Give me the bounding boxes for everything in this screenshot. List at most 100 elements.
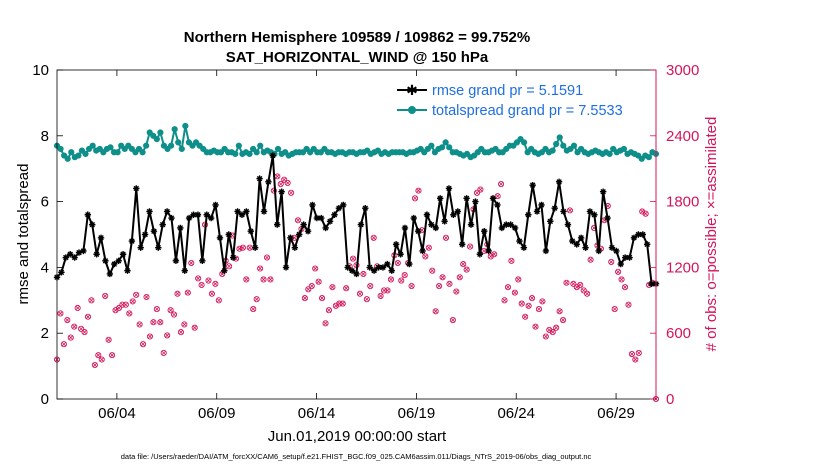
obs-possible-point [411, 195, 419, 202]
obs-assimilated-point [220, 271, 225, 277]
totalspread-point [143, 142, 150, 149]
rmse-point [243, 208, 250, 215]
totalspread-point [182, 122, 189, 130]
rmse-point [547, 218, 554, 225]
totalspread-point [171, 126, 178, 133]
totalspread-series [53, 122, 660, 162]
totalspread-point [645, 154, 652, 161]
obs-possible-point [78, 325, 85, 332]
obs-assimilated-point [264, 255, 270, 260]
x-tick-label: 06/24 [497, 405, 535, 422]
obs-possible-point [408, 282, 415, 290]
rmse-point [348, 267, 356, 274]
obs-assimilated-point [357, 291, 363, 296]
obs-assimilated-point [244, 277, 249, 282]
rmse-point [599, 188, 607, 195]
obs-assimilated-point [196, 276, 201, 281]
x-axis-label: Jun.01,2019 00:00:00 start [268, 428, 447, 445]
totalspread-point [442, 139, 449, 146]
obs-assimilated-point [567, 208, 573, 213]
obs-possible-point [453, 288, 460, 295]
obs-possible-point [508, 257, 515, 264]
rmse-point [207, 214, 215, 222]
rmse-point [401, 224, 409, 232]
rmse-point [630, 234, 638, 241]
obs-possible-point [109, 352, 116, 359]
obs-assimilated-point [89, 298, 94, 303]
obs-assimilated-point [529, 296, 535, 301]
rmse-point [595, 247, 602, 255]
obs-possible-point [312, 265, 319, 272]
obs-assimilated-point [540, 299, 545, 304]
obs-possible-point [449, 316, 456, 324]
obs-possible-point [215, 297, 222, 304]
obs-assimilated-point [130, 299, 135, 304]
rmse-point [643, 241, 651, 248]
obs-assimilated-point [536, 306, 542, 312]
obs-possible-point [501, 297, 508, 304]
obs-possible-point [74, 304, 81, 312]
obs-possible-point [136, 321, 143, 328]
y-tick-label: 0 [41, 391, 49, 408]
rmse-point [573, 241, 580, 248]
obs-possible-point [195, 275, 202, 282]
obs-possible-point [122, 301, 129, 308]
obs-possible-point [140, 341, 147, 348]
obs-possible-point [522, 313, 529, 320]
obs-possible-point [88, 297, 95, 304]
obs-assimilated-point [79, 326, 84, 331]
obs-possible-point [625, 301, 632, 308]
obs-assimilated-point [189, 260, 194, 266]
rmse-point [621, 254, 629, 261]
rmse-point [450, 211, 457, 218]
obs-assimilated-point [626, 302, 631, 307]
obs-assimilated-point [416, 188, 421, 193]
y2-tick-label: 1800 [666, 194, 699, 211]
obs-assimilated-point [612, 306, 617, 312]
obs-possible-point [367, 282, 374, 290]
rmse-point [533, 208, 541, 215]
obs-possible-point [473, 189, 481, 196]
obs-assimilated-point [543, 334, 548, 339]
obs-possible-point [566, 207, 573, 214]
obs-possible-point [553, 324, 560, 331]
totalspread-point [257, 142, 264, 149]
obs-possible-point [253, 296, 260, 303]
obs-possible-point [467, 243, 474, 250]
obs-possible-point [81, 329, 88, 336]
rmse-point [93, 251, 100, 258]
rmse-point [181, 267, 188, 274]
obs-possible-point [84, 313, 92, 320]
rmse-point [586, 208, 594, 215]
obs-assimilated-point [492, 252, 497, 257]
obs-assimilated-point [437, 283, 442, 289]
rmse-line [56, 155, 656, 285]
rmse-point [287, 234, 294, 241]
rmse-point [485, 247, 492, 255]
rmse-point [613, 247, 620, 255]
rmse-point [251, 244, 259, 251]
obs-possible-point [580, 287, 587, 294]
rmse-point [62, 254, 70, 261]
y2-tick-label: 2400 [666, 128, 699, 145]
obs-assimilated-point [254, 297, 259, 302]
obs-possible-point [439, 274, 446, 281]
rmse-point [177, 224, 184, 232]
obs-possible-point [642, 210, 649, 217]
rmse-point [159, 221, 166, 228]
obs-assimilated-point [350, 256, 356, 261]
rmse-point [137, 244, 144, 251]
obs-assimilated-point [388, 277, 394, 282]
obs-possible-point [126, 310, 133, 317]
rmse-point [419, 247, 426, 255]
rmse-point [168, 214, 175, 222]
obs-possible-point [339, 300, 346, 307]
y-tick-label: 6 [41, 194, 49, 211]
rmse-point [379, 264, 387, 271]
totalspread-point [520, 139, 528, 146]
obs-assimilated-point [560, 317, 566, 323]
totalspread-point [438, 144, 446, 151]
totalspread-point [153, 135, 160, 143]
rmse-point [626, 254, 633, 261]
